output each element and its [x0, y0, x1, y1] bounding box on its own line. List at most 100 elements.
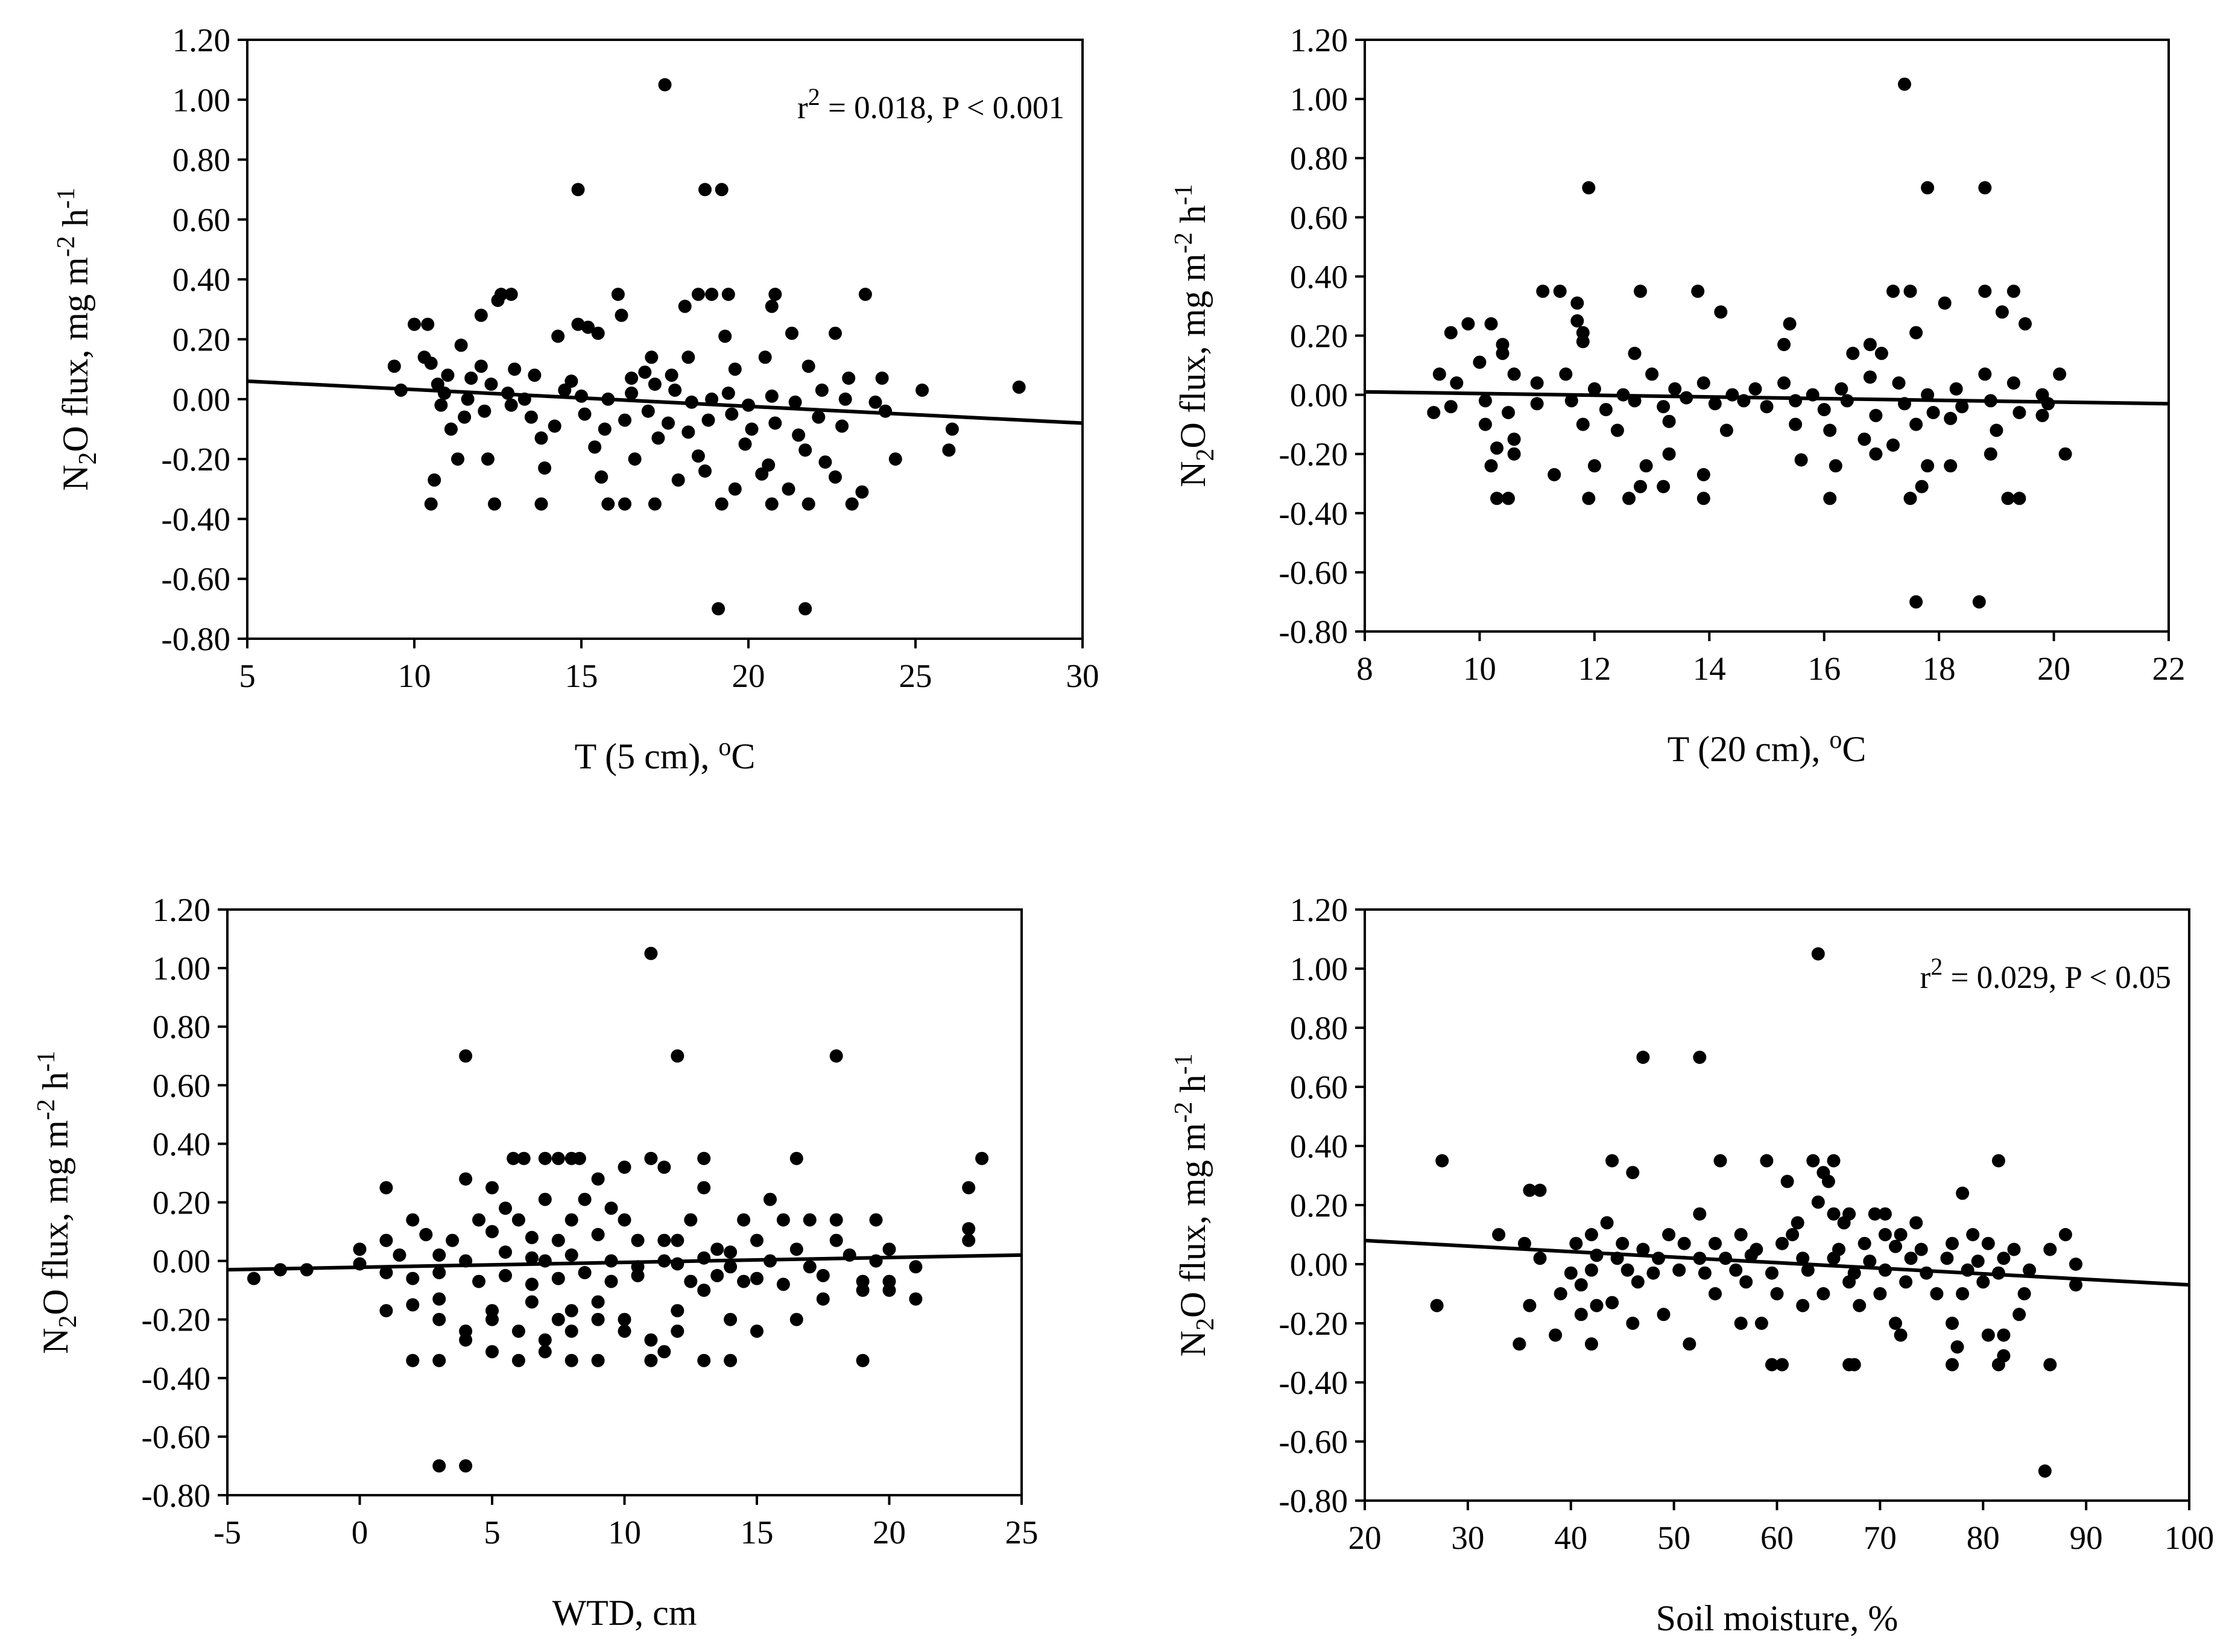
data-point: [1584, 1263, 1598, 1277]
data-point: [2043, 1358, 2057, 1372]
data-point: [578, 407, 592, 421]
data-point: [803, 1213, 817, 1227]
data-point: [1914, 1242, 1928, 1256]
data-point: [764, 1192, 777, 1206]
data-point: [1657, 479, 1671, 493]
data-point: [816, 1268, 830, 1282]
data-point: [1461, 317, 1475, 331]
data-point: [459, 1172, 473, 1186]
data-point: [1549, 1328, 1563, 1342]
data-point: [1626, 1166, 1640, 1180]
data-point: [882, 1283, 896, 1297]
data-point: [1789, 417, 1803, 431]
y-tick-label: 1.20: [153, 891, 210, 928]
data-point: [474, 359, 488, 373]
data-point: [499, 1245, 512, 1259]
data-point: [2069, 1278, 2082, 1292]
data-point: [776, 1277, 790, 1291]
data-point: [1570, 296, 1584, 310]
data-point: [1783, 317, 1797, 331]
p3-points: [247, 946, 989, 1473]
data-point: [1846, 346, 1860, 360]
y-tick-label: -0.20: [161, 441, 230, 478]
data-point: [909, 1292, 923, 1306]
data-point: [888, 452, 902, 466]
data-point: [1898, 77, 1911, 91]
y-tick-label: 0.00: [1290, 377, 1348, 414]
data-point: [789, 1151, 803, 1165]
p3-x-axis: -5 0 5 10 15 20 25: [213, 1495, 1039, 1551]
x-tick-label: 20: [732, 657, 765, 694]
data-point: [478, 404, 492, 418]
data-point: [511, 1213, 525, 1227]
data-point: [812, 410, 826, 424]
data-point: [1533, 1252, 1547, 1265]
data-point: [2043, 1242, 2057, 1256]
data-point: [789, 1242, 803, 1256]
x-tick-label: 20: [2037, 650, 2070, 687]
data-point: [1944, 411, 1958, 425]
data-point: [1909, 417, 1923, 431]
data-point: [681, 350, 695, 364]
data-point: [1709, 1236, 1722, 1250]
x-tick-label: 80: [1967, 1519, 2000, 1556]
data-point: [1693, 1051, 1707, 1064]
x-tick-label: 12: [1578, 650, 1611, 687]
data-point: [1978, 181, 1992, 195]
data-point: [671, 1233, 685, 1247]
data-point: [458, 410, 472, 424]
data-point: [499, 1201, 512, 1215]
data-point: [721, 386, 735, 400]
data-point: [1796, 1299, 1810, 1312]
data-point: [638, 366, 652, 379]
data-point: [975, 1151, 989, 1165]
data-point: [1610, 423, 1624, 437]
data-point: [644, 946, 658, 960]
p1-x-axis-title: T (5 cm), oC: [575, 733, 756, 776]
data-point: [750, 1324, 764, 1338]
data-point: [1634, 284, 1647, 298]
data-point: [1484, 459, 1498, 473]
data-point: [424, 497, 438, 511]
data-point: [1821, 1174, 1835, 1188]
data-point: [1646, 1266, 1660, 1280]
data-point: [1863, 1255, 1877, 1268]
data-point: [525, 1277, 539, 1291]
data-point: [1863, 338, 1877, 352]
data-point: [1502, 406, 1515, 419]
data-point: [421, 317, 435, 331]
panel-t20cm: 1.20 1.00 0.80 0.60 0.40 0.20 0.00 -0.20 -0.40 -0…: [1170, 22, 2186, 769]
data-point: [1584, 1228, 1598, 1241]
data-point: [2007, 1242, 2021, 1256]
data-point: [829, 1049, 843, 1063]
data-point: [657, 1345, 671, 1359]
data-point: [718, 329, 732, 343]
data-point: [829, 470, 842, 484]
data-point: [379, 1181, 393, 1195]
data-point: [525, 1295, 539, 1309]
y-tick-label: 0.60: [1290, 1069, 1348, 1106]
x-tick-label: 100: [2164, 1519, 2215, 1556]
data-point: [1915, 479, 1929, 493]
data-point: [1662, 1228, 1676, 1241]
x-tick-label: 20: [873, 1514, 906, 1551]
data-point: [485, 1312, 499, 1326]
data-point: [1587, 382, 1601, 396]
data-point: [504, 288, 518, 301]
y-tick-label: -0.20: [1279, 436, 1348, 473]
data-point: [1863, 370, 1877, 384]
data-point: [1754, 1317, 1768, 1330]
data-point: [1492, 1228, 1506, 1241]
data-point: [1576, 417, 1590, 431]
y-tick-label: -0.20: [141, 1302, 210, 1338]
p3-y-axis-title: N2O flux, mg m-2 h-1: [33, 1051, 82, 1354]
data-point: [472, 1274, 485, 1288]
data-point: [1605, 1154, 1619, 1168]
data-point: [551, 1271, 565, 1285]
data-point: [962, 1181, 976, 1195]
data-point: [379, 1233, 393, 1247]
data-point: [750, 1271, 764, 1285]
data-point: [618, 1312, 631, 1326]
data-point: [662, 416, 675, 430]
